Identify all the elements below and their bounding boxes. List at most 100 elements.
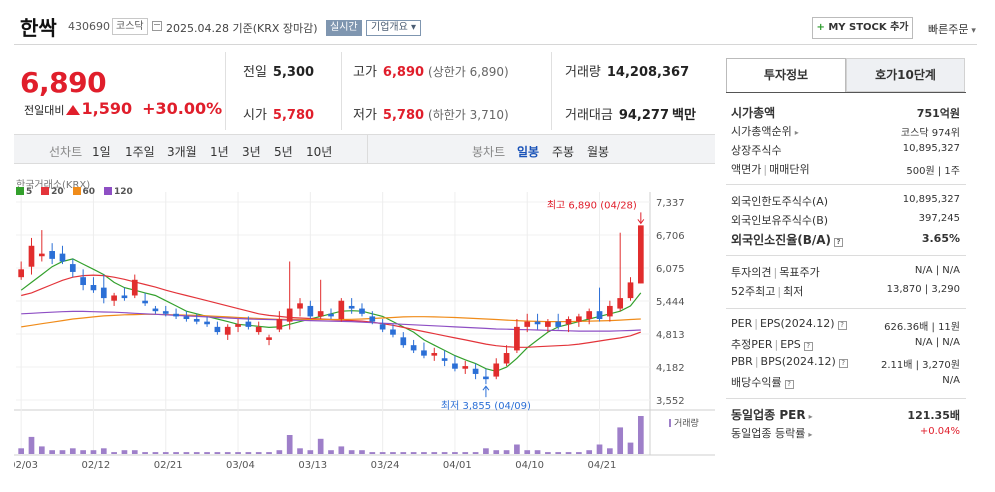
candle-body [472,368,479,374]
volume-bar [637,416,644,454]
candle-body [637,225,644,284]
candle-body [80,277,86,286]
market-badge: 코스닥 [112,18,148,35]
chart-source: 한국거래소(KRX) [16,180,91,191]
dividend-label: 배당수익률? [731,374,794,390]
help-icon[interactable]: ? [838,359,848,368]
candle-body [369,316,376,322]
y-tick-label: 6,706 [656,231,685,242]
help-icon[interactable]: ? [784,380,794,389]
bps-text: BPS(2024.12) [760,355,836,368]
period-1d[interactable]: 1일 [92,145,111,159]
sector-chg-row[interactable]: 동일업종 등락률 ▸ +0.04% [726,423,966,442]
market-cap-value: 751억원 [916,107,960,120]
candle-chart-label[interactable]: 봉차트 [472,145,506,159]
shares-label: 상장주식수 [731,144,782,157]
company-info-dropdown[interactable]: 기업개요 ▾ [366,20,421,36]
ma-legend-item: 60 [72,187,95,197]
candle-body [338,300,345,320]
candle-body [111,295,117,301]
quick-order-dropdown[interactable]: 빠른주문 [928,21,976,37]
candle-body [452,363,458,369]
volume-bar [90,450,97,454]
period-1w[interactable]: 1주일 [125,145,155,159]
candle-body [214,326,221,333]
volume-bar [131,450,138,454]
period-10y[interactable]: 10년 [306,145,333,159]
stock-code: 430690 [68,20,110,33]
candle-body [596,311,603,320]
candle-body [607,305,613,317]
pbr-text: PBR [731,355,753,368]
volume-bar [390,452,396,454]
cap-rank-row[interactable]: 시가총액순위 ▸ 코스닥 974위 [726,121,966,140]
period-5y[interactable]: 5년 [274,145,293,159]
volume-bar [245,452,252,454]
candle-body [59,253,66,262]
candle-body [38,253,45,257]
candle-body [235,324,241,327]
volume-bar [59,450,66,454]
candle-body [555,321,562,327]
help-icon[interactable]: ? [837,321,847,330]
candle-body [410,345,417,351]
volume-bar [152,452,159,454]
volume-bar [545,452,551,454]
period-1y[interactable]: 1년 [210,145,229,159]
candle-body [18,269,25,278]
candle-body [224,326,231,335]
x-tick-label: 04/01 [443,460,472,471]
price-summary: 전일 5,300 고가 6,890 (상한가 6,890) 거래량 14,208,367… [225,48,715,132]
max-price-annotation: 최고 6,890 (04/28) [547,199,637,211]
candle-daily[interactable]: 일봉 [517,145,540,159]
volume-bar [204,452,210,454]
volume-bar [183,452,190,454]
per-text: PER [731,317,753,330]
unit-label: 매매단위 [769,163,810,176]
realtime-button[interactable]: 실시간 [326,20,362,36]
summary-divider [225,52,226,130]
volume-bar [410,452,417,454]
max-arrow-head-icon [637,219,645,225]
sector-per-row[interactable]: 동일업종 PER ▸ 121.35배 [726,404,966,423]
min-price-annotation: 최저 3,855 (04/09) [441,400,531,412]
tab-order-book[interactable]: 호가10단계 [846,58,965,92]
base-date: 2025.04.28 기준(KRX 장마감) [166,22,318,35]
volume-bar [162,452,169,454]
help-icon[interactable]: ? [834,238,844,247]
low-value: 5,780 [382,108,425,123]
period-3m[interactable]: 3개월 [167,145,197,159]
opinion-group: 투자의견 | 목표주가 N/A | N/A 52주최고 | 최저 13,870 | 3,29… [726,262,966,300]
price-change-row: 전일대비 1,590 +30.00% [24,99,222,118]
candle-monthly[interactable]: 월봉 [587,145,610,159]
y-tick-label: 7,337 [656,198,685,209]
panel-divider [726,308,966,309]
line-chart-label[interactable]: 선차트 [49,145,83,159]
caret-right-icon: ▸ [808,412,813,421]
candle-body [266,337,272,340]
candle-weekly[interactable]: 주봉 [552,145,575,159]
candle-body [627,282,634,299]
candle-body [503,353,510,364]
est-per-label: 추정PER | EPS? [731,336,813,352]
candle-body [431,353,438,356]
change-amount: 1,590 [81,99,133,118]
tab-investment-info[interactable]: 투자정보 [726,58,846,92]
summary-divider [341,52,342,130]
up-arrow-icon [66,105,81,115]
volume-bar [338,446,345,454]
header-divider [14,44,977,45]
panel-divider [726,92,966,93]
candle-body [286,308,293,322]
help-icon[interactable]: ? [803,342,813,351]
investment-info-panel: 투자정보 호가10단계 시가총액 751억원 시가총액순위 ▸ 코스닥 974위 상장… [726,58,966,446]
candle-body [297,303,303,309]
prev-close-value: 5,300 [272,65,315,80]
period-3y[interactable]: 3년 [242,145,261,159]
candle-body [441,358,448,361]
candle-body [162,311,169,314]
candle-body [576,316,582,322]
ma-line-120 [21,310,641,332]
mystock-add-button[interactable]: + MY STOCK 추가 [812,17,913,39]
market-cap-label: 시가총액 [731,106,776,120]
